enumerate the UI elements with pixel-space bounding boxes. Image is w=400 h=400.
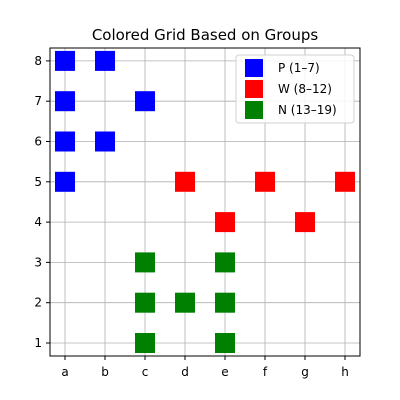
legend-label: W (8–12) <box>278 82 332 96</box>
x-tick-label: g <box>301 365 309 379</box>
y-tick-label: 7 <box>34 94 42 108</box>
y-tick-label: 4 <box>34 215 42 229</box>
y-tick-label: 8 <box>34 54 42 68</box>
y-tick-label: 6 <box>34 135 42 149</box>
data-point <box>295 212 315 233</box>
legend: P (1–7) W (8–12) N (13–19) <box>235 54 355 124</box>
y-tick-label: 1 <box>34 336 42 350</box>
data-point <box>55 91 75 112</box>
legend-box <box>235 54 355 124</box>
x-tick-label: e <box>221 365 228 379</box>
plot-frame <box>49 47 361 357</box>
data-point <box>135 333 155 353</box>
legend-swatch <box>245 101 263 119</box>
data-point <box>55 171 75 192</box>
data-point <box>135 91 155 112</box>
legend-label: P (1–7) <box>278 61 320 75</box>
data-point <box>215 292 235 313</box>
ticks-layer: a b c d e f g h 1 2 3 4 5 6 7 8 <box>34 54 348 379</box>
marks-layer <box>55 50 355 353</box>
data-point <box>95 131 115 152</box>
x-tick-label: a <box>61 365 68 379</box>
x-tick-label: b <box>101 365 109 379</box>
x-tick-label: h <box>341 365 349 379</box>
data-point <box>215 252 235 273</box>
data-point <box>175 292 195 313</box>
y-tick-label: 5 <box>34 175 42 189</box>
data-point <box>55 50 75 71</box>
data-point <box>215 212 235 233</box>
data-point <box>55 131 75 152</box>
y-tick-label: 3 <box>34 255 42 269</box>
x-tick-label: f <box>263 365 268 379</box>
data-point <box>95 50 115 71</box>
data-point <box>215 333 235 353</box>
y-tick-label: 2 <box>34 296 42 310</box>
data-point <box>335 171 355 192</box>
data-point <box>175 171 195 192</box>
x-tick-label: d <box>181 365 189 379</box>
data-point <box>135 292 155 313</box>
x-tick-label: c <box>142 365 149 379</box>
chart-title: Colored Grid Based on Groups <box>92 26 319 44</box>
legend-label: N (13–19) <box>278 103 337 117</box>
legend-swatch <box>245 80 263 98</box>
data-point <box>135 252 155 273</box>
legend-swatch <box>245 59 263 77</box>
data-point <box>255 171 275 192</box>
